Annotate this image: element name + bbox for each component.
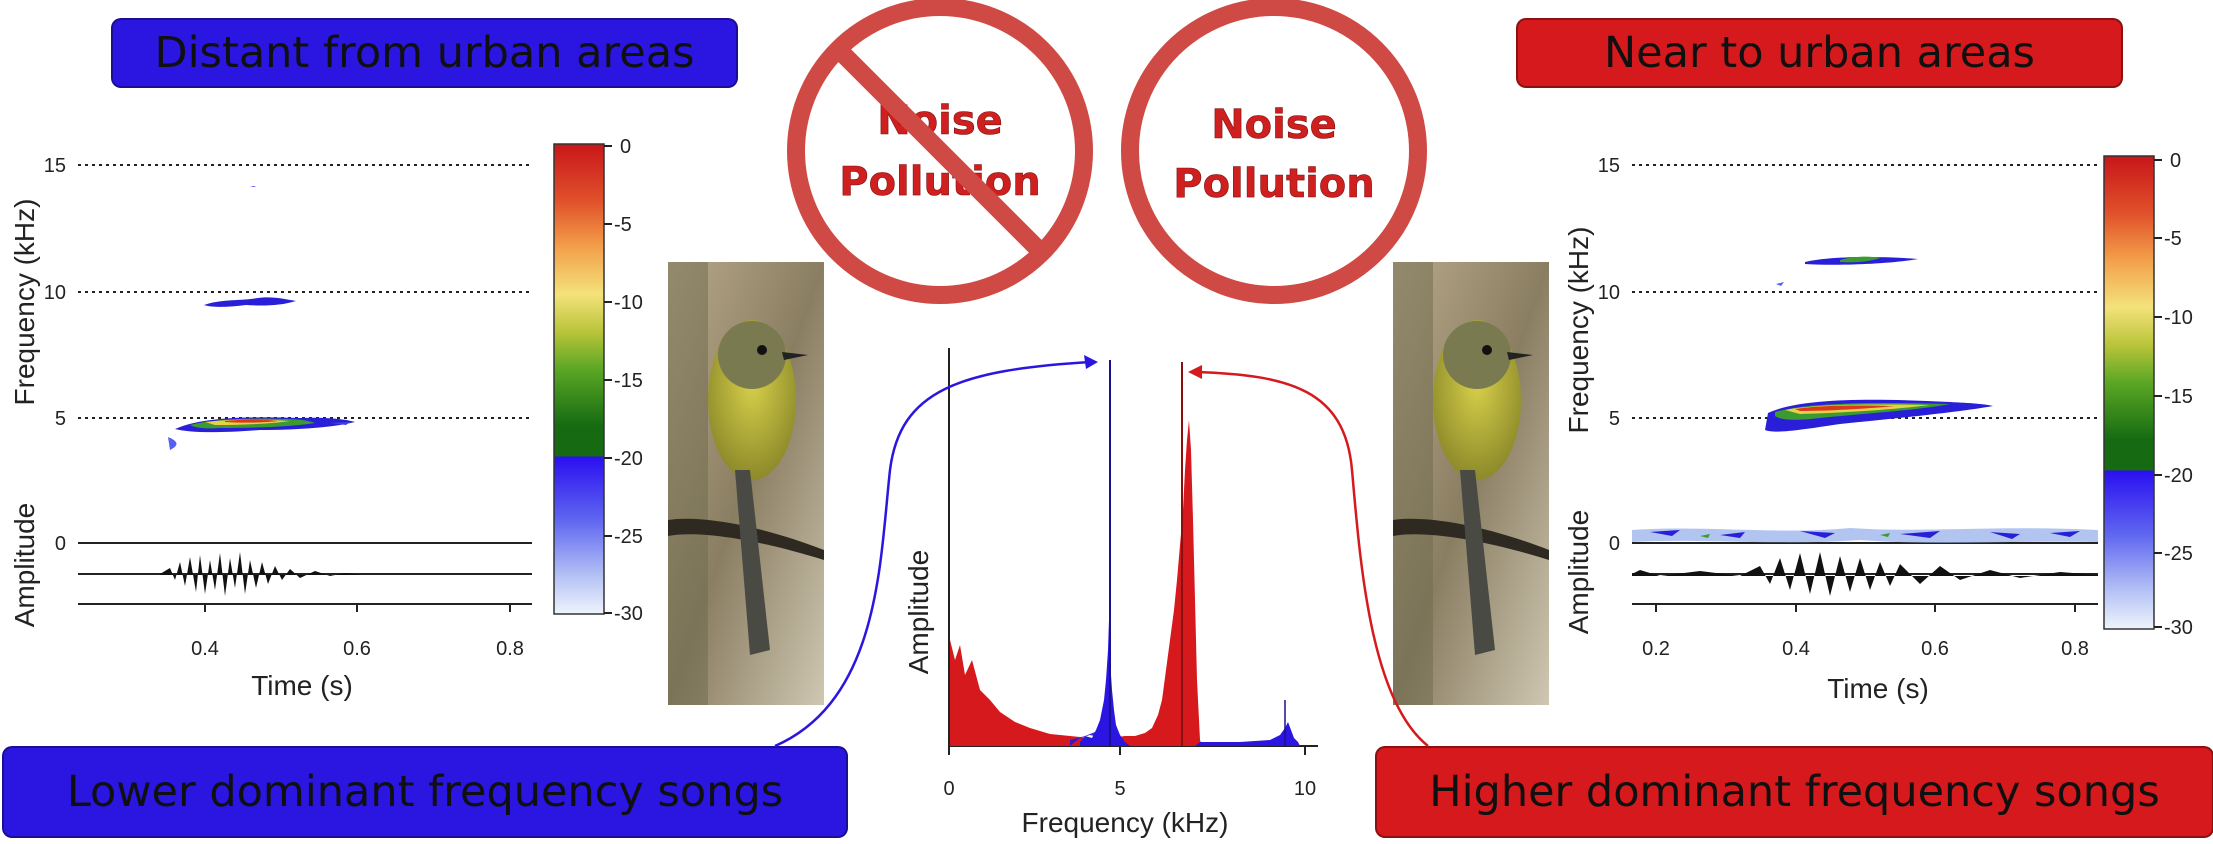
left-ytick-0: 0 [55, 533, 66, 555]
banner-near-urban: Near to urban areas [1516, 18, 2123, 88]
right-xtick-0.6: 0.6 [1921, 638, 1949, 660]
right-cbar-tick-10: -10 [2164, 307, 2193, 329]
left-waveform [160, 552, 360, 596]
right-cbar-tick-20: -20 [2164, 465, 2193, 487]
right-ytick-10: 10 [1598, 282, 1620, 304]
left-ytick-5: 5 [55, 408, 66, 430]
left-xtick-0.8: 0.8 [496, 638, 524, 660]
spectrum-xtick-10: 10 [1294, 778, 1316, 800]
blue-arrow [774, 355, 1098, 748]
blue-series-tail [1195, 722, 1300, 746]
left-time-axis-label: Time (s) [251, 670, 353, 701]
spectrum-xtick-5: 5 [1114, 778, 1125, 800]
right-cbar-tick-5: -5 [2164, 228, 2182, 250]
right-ytick-5: 5 [1609, 408, 1620, 430]
left-call-traces [168, 186, 355, 450]
banner-distant-urban-text: Distant from urban areas [154, 28, 695, 78]
right-spectrogram: 15 10 5 0 0.2 0.4 0.6 0.8 Time (s) Frequ… [1563, 150, 2193, 704]
red-arrow [1188, 365, 1429, 747]
left-amplitude-axis-label: Amplitude [9, 503, 40, 628]
right-xtick-0.4: 0.4 [1782, 638, 1810, 660]
right-ytick-0: 0 [1609, 533, 1620, 555]
right-waveform [1632, 552, 2098, 596]
center-spectrum: 0 5 10 Frequency (kHz) Amplitude [903, 348, 1318, 838]
blue-arrowhead [1084, 355, 1098, 369]
noise-sign-line2: Pollution [1173, 161, 1374, 207]
right-cbar-tick-15: -15 [2164, 386, 2193, 408]
spectrum-frequency-axis-label: Frequency (kHz) [1022, 807, 1229, 838]
left-spectrogram: 15 10 5 0 0.4 0.6 0.8 Time (s) Frequency… [9, 136, 643, 701]
banner-distant-urban: Distant from urban areas [111, 18, 738, 88]
right-cbar-tick-25: -25 [2164, 543, 2193, 565]
banner-higher-frequency: Higher dominant frequency songs [1375, 746, 2213, 838]
right-amplitude-axis-label: Amplitude [1563, 510, 1594, 635]
right-cbar-tick-30: -30 [2164, 617, 2193, 639]
left-xtick-0.4: 0.4 [191, 638, 219, 660]
red-series-spectrum [950, 420, 1202, 746]
noise-sign-line1: Noise [1211, 102, 1337, 148]
left-cbar-tick-30: -30 [614, 603, 643, 625]
banner-lower-frequency-text: Lower dominant frequency songs [66, 767, 784, 817]
banner-near-urban-text: Near to urban areas [1604, 28, 2035, 78]
spectrum-amplitude-axis-label: Amplitude [903, 550, 934, 675]
noise-sign: Noise Pollution [1121, 0, 1427, 304]
left-cbar-tick-0: 0 [620, 136, 631, 158]
left-frequency-axis-label: Frequency (kHz) [9, 199, 40, 406]
left-ytick-15: 15 [44, 155, 66, 177]
noise-sign-crossed-line2: Pollution [839, 159, 1040, 205]
banner-lower-frequency: Lower dominant frequency songs [2, 746, 848, 838]
left-cbar-tick-5: -5 [614, 214, 632, 236]
left-cbar-tick-20: -20 [614, 448, 643, 470]
right-call-traces [1632, 256, 2098, 543]
right-time-axis-label: Time (s) [1827, 673, 1929, 704]
right-frequency-axis-label: Frequency (kHz) [1563, 227, 1594, 434]
left-cbar-tick-10: -10 [614, 292, 643, 314]
red-arrowhead [1188, 365, 1202, 379]
left-cbar-tick-25: -25 [614, 526, 643, 548]
spectrum-xtick-0: 0 [943, 778, 954, 800]
right-colorbar [2103, 155, 2155, 630]
noise-sign-crossed: Noise Pollution [787, 0, 1093, 304]
right-xtick-0.8: 0.8 [2061, 638, 2089, 660]
right-xtick-0.2: 0.2 [1642, 638, 1670, 660]
left-ytick-10: 10 [44, 282, 66, 304]
blue-series-spectrum [1080, 620, 1130, 746]
prohibition-slash [831, 42, 1049, 260]
right-ytick-15: 15 [1598, 155, 1620, 177]
bird-photo-left [668, 262, 824, 705]
bird-photo-right [1393, 262, 1549, 705]
right-cbar-tick-0: 0 [2170, 150, 2181, 172]
left-xtick-0.6: 0.6 [343, 638, 371, 660]
left-cbar-tick-15: -15 [614, 370, 643, 392]
banner-higher-frequency-text: Higher dominant frequency songs [1429, 767, 2160, 817]
left-colorbar [553, 143, 605, 615]
